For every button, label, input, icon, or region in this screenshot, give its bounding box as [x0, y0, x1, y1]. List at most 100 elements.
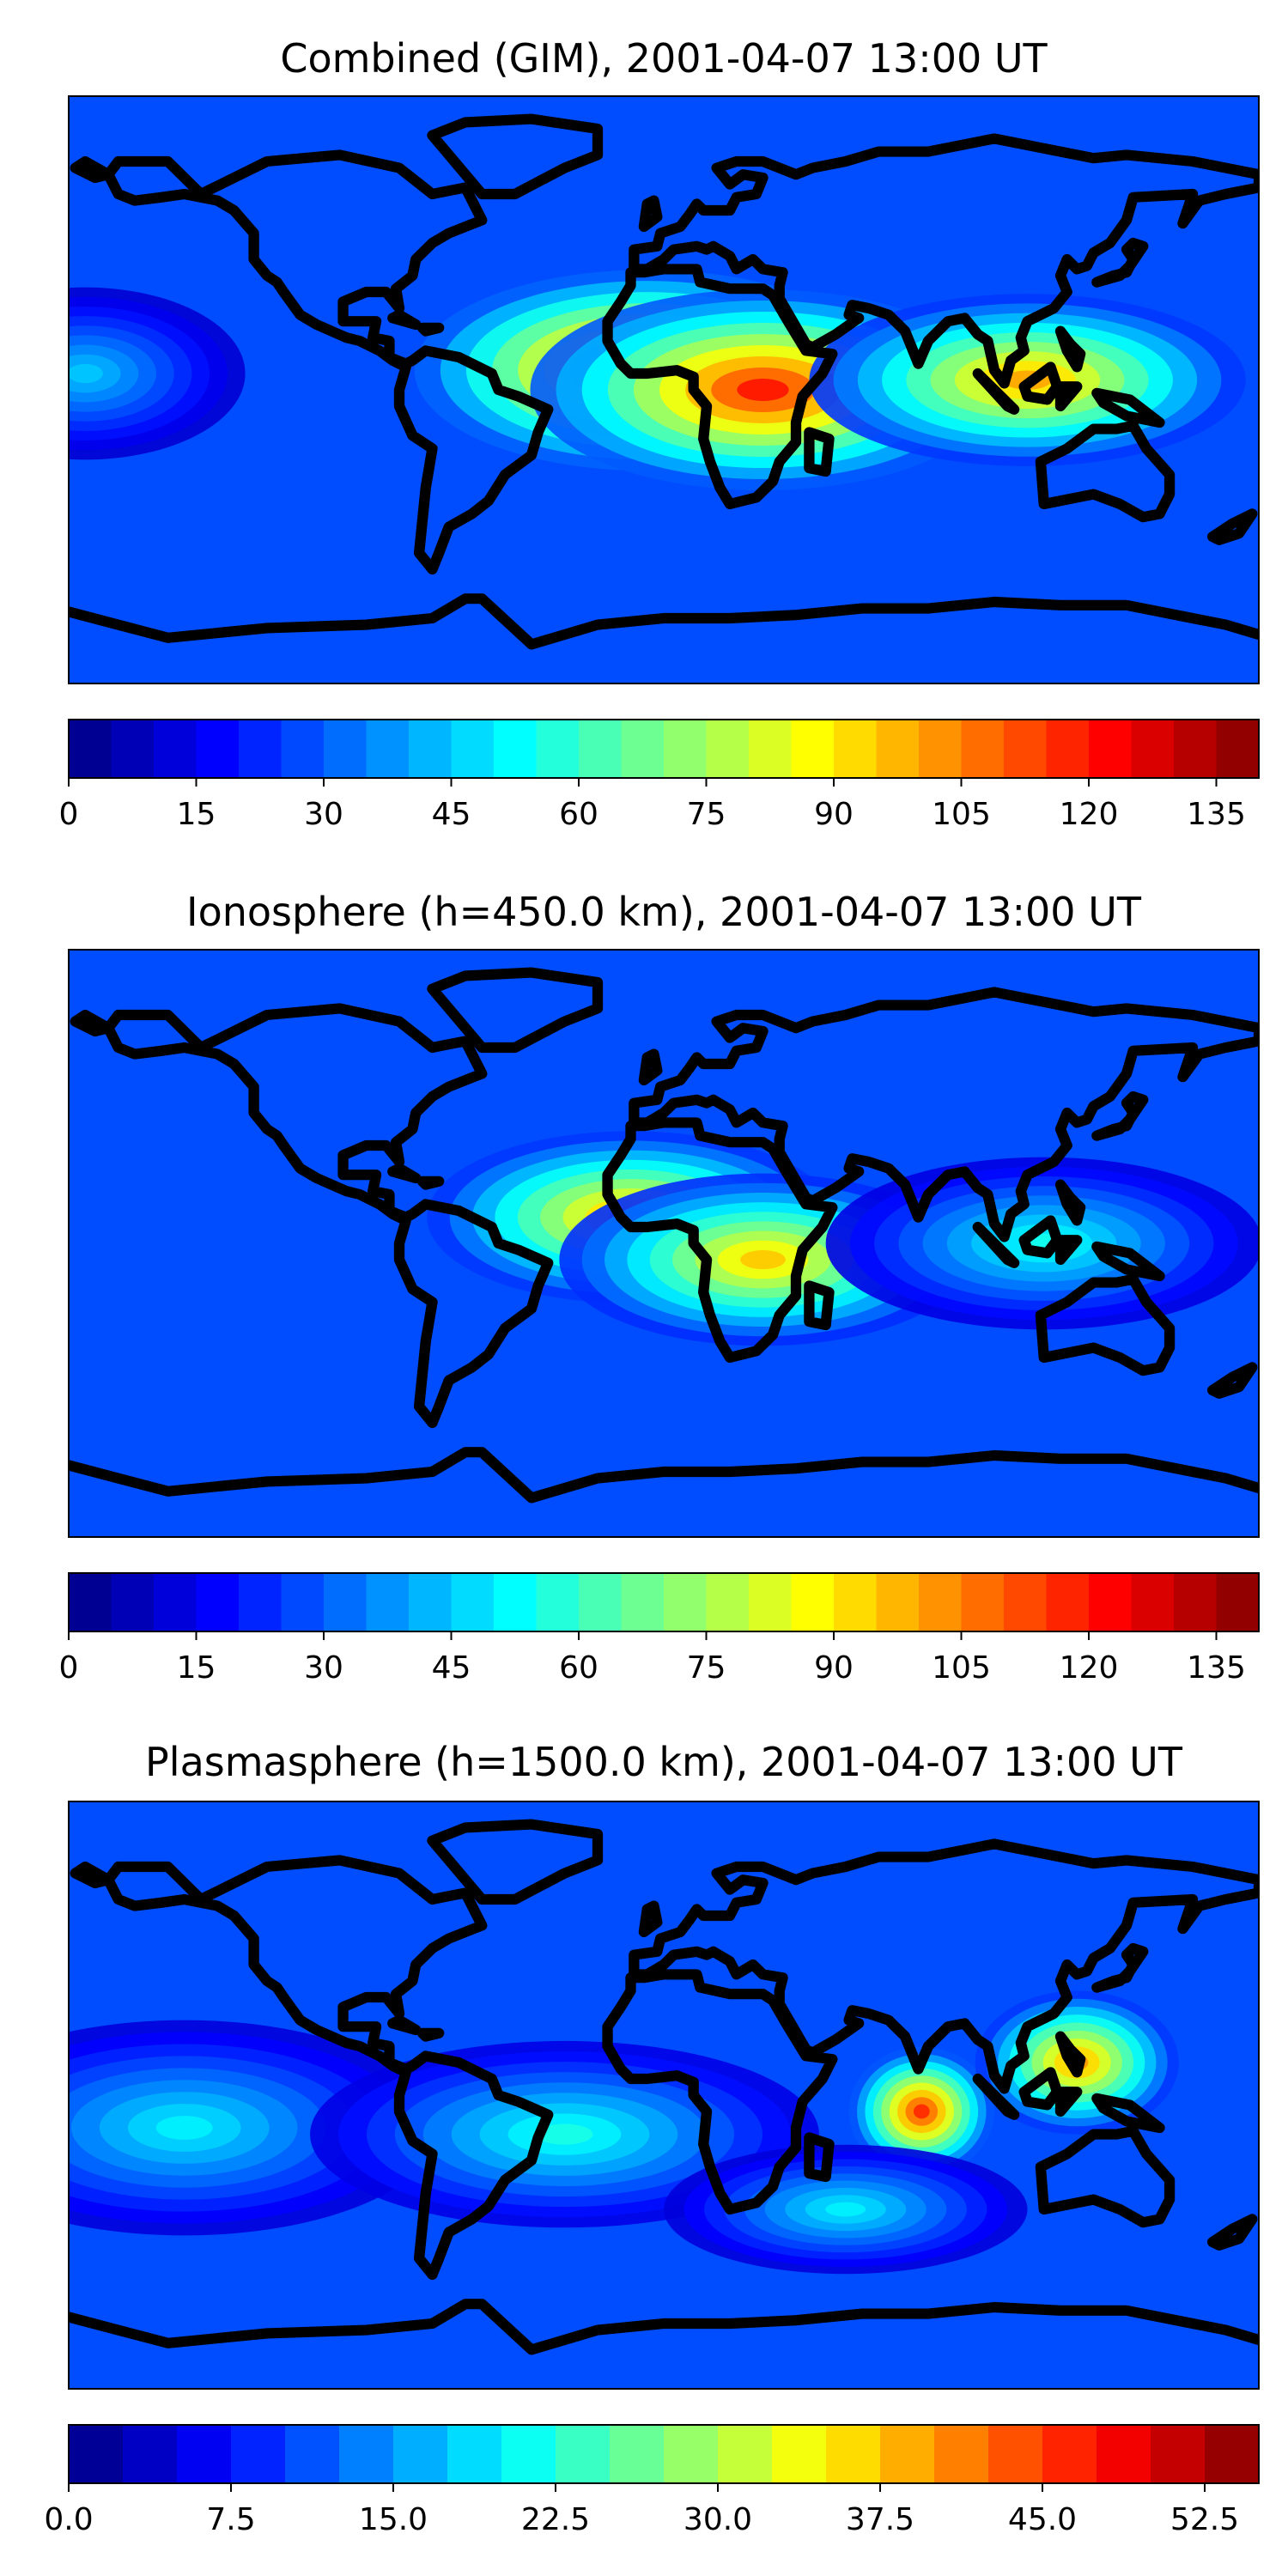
- colorbar-tick-label: 75: [687, 797, 726, 832]
- colorbar-segment: [451, 1573, 495, 1631]
- colorbar-segment: [123, 2425, 178, 2483]
- colorbar-segment: [556, 2425, 611, 2483]
- colorbar-segment: [366, 1573, 410, 1631]
- colorbar: 0 15 30 45 60 75 90 105 120 135: [59, 1572, 1260, 1686]
- colorbar-tick-label: 0: [59, 797, 79, 832]
- colorbar-segment: [536, 1573, 580, 1631]
- colorbar-segment: [494, 720, 538, 778]
- colorbar-segment: [988, 2425, 1043, 2483]
- colorbar-segment: [880, 2425, 935, 2483]
- colorbar-segment: [791, 1573, 835, 1631]
- colorbar-tick-label: 45.0: [1008, 2502, 1077, 2537]
- feature-4-level-9: [536, 2123, 593, 2145]
- colorbar-tick-label: 22.5: [521, 2502, 590, 2537]
- colorbar-segment: [281, 720, 325, 778]
- colorbar-segment: [154, 720, 197, 778]
- colorbar-tick-label: 105: [932, 1650, 991, 1686]
- colorbar-segment: [1097, 2425, 1151, 2483]
- panel-2: Ionosphere (h=450.0 km), 2001-04-07 13:0…: [59, 889, 1260, 1686]
- colorbar-frame: [68, 2424, 1260, 2484]
- panel-title: Plasmasphere (h=1500.0 km), 2001-04-07 1…: [145, 1739, 1183, 1785]
- colorbar-tick-label: 60: [559, 797, 598, 832]
- colorbar-segment: [111, 1573, 155, 1631]
- colorbar-tick-label: 15: [177, 1650, 216, 1686]
- colorbar-segment: [579, 1573, 623, 1631]
- colorbar-segment: [1089, 720, 1133, 778]
- colorbar-segment: [239, 720, 283, 778]
- colorbar-tick-label: 37.5: [846, 2502, 914, 2537]
- colorbar-tick-label: 105: [932, 797, 991, 832]
- panel-1: Combined (GIM), 2001-04-07 13:00 UT 0 15 30…: [59, 35, 1260, 832]
- colorbar-segment: [919, 720, 963, 778]
- colorbar-tick-label: 30.0: [683, 2502, 752, 2537]
- colorbar-segment: [610, 2425, 665, 2483]
- colorbar-tick-label: 15.0: [359, 2502, 428, 2537]
- colorbar-segment: [339, 2425, 394, 2483]
- colorbar-tick-label: 90: [814, 797, 854, 832]
- colorbar-segment: [1216, 720, 1260, 778]
- colorbar-segment: [111, 720, 155, 778]
- colorbar-segment: [749, 720, 793, 778]
- colorbar-tick-label: 0: [59, 1650, 79, 1686]
- feature-2-level-9: [740, 1249, 786, 1270]
- colorbar-segment: [231, 2425, 286, 2483]
- colorbar-segment: [501, 2425, 556, 2483]
- colorbar-segment: [1089, 1573, 1133, 1631]
- colorbar-tick-label: 60: [559, 1650, 598, 1686]
- panel-3: Plasmasphere (h=1500.0 km), 2001-04-07 1…: [44, 1739, 1260, 2537]
- feature-2-level-9: [737, 378, 789, 402]
- colorbar-segment: [1131, 1573, 1175, 1631]
- map-frame: [68, 949, 1260, 1538]
- colorbar-segment: [1131, 720, 1175, 778]
- colorbar-segment: [196, 720, 240, 778]
- colorbar-segment: [1042, 2425, 1097, 2483]
- colorbar-segment: [451, 720, 495, 778]
- colorbar-segment: [409, 1573, 453, 1631]
- colorbar-segment: [706, 1573, 750, 1631]
- colorbar-segment: [791, 720, 835, 778]
- colorbar-segment: [1151, 2425, 1206, 2483]
- colorbar-segment: [239, 1573, 283, 1631]
- colorbar-frame: [68, 1572, 1260, 1632]
- colorbar-segment: [536, 720, 580, 778]
- colorbar-segment: [324, 720, 368, 778]
- colorbar-frame: [68, 719, 1260, 779]
- colorbar-segment: [69, 720, 112, 778]
- colorbar-tick-label: 52.5: [1170, 2502, 1239, 2537]
- colorbar-segment: [1174, 1573, 1218, 1631]
- colorbar-segment: [69, 2425, 124, 2483]
- colorbar-tick-label: 30: [304, 797, 343, 832]
- colorbar-segment: [934, 2425, 989, 2483]
- colorbar-tick-label: 120: [1060, 1650, 1119, 1686]
- colorbar-tick-label: 45: [432, 797, 471, 832]
- feature-1-level-9: [913, 2104, 930, 2119]
- map-area: [69, 950, 1259, 1537]
- colorbar-segment: [285, 2425, 340, 2483]
- colorbar-segment: [876, 720, 920, 778]
- colorbar-segment: [324, 1573, 368, 1631]
- colorbar-segment: [366, 720, 410, 778]
- colorbar-segment: [834, 720, 878, 778]
- colorbar-tick-label: 7.5: [206, 2502, 255, 2537]
- colorbar-segment: [1174, 720, 1218, 778]
- colorbar-segment: [718, 2425, 773, 2483]
- colorbar-segment: [961, 720, 1005, 778]
- colorbar-segment: [664, 1573, 708, 1631]
- colorbar-segment: [664, 2425, 719, 2483]
- colorbar-segment: [154, 1573, 197, 1631]
- colorbar-segment: [1004, 720, 1048, 778]
- panel-title: Combined (GIM), 2001-04-07 13:00 UT: [280, 35, 1048, 82]
- panel-title: Ionosphere (h=450.0 km), 2001-04-07 13:0…: [186, 889, 1142, 935]
- colorbar-tick-label: 30: [304, 1650, 343, 1686]
- colorbar-tick-label: 135: [1187, 1650, 1246, 1686]
- colorbar-segment: [664, 720, 708, 778]
- colorbar-segment: [494, 1573, 538, 1631]
- colorbar-segment: [1046, 1573, 1090, 1631]
- colorbar-tick-label: 90: [814, 1650, 854, 1686]
- colorbar-segment: [961, 1573, 1005, 1631]
- map-area: [69, 1801, 1259, 2389]
- colorbar-segment: [706, 720, 750, 778]
- map-frame: [68, 95, 1260, 684]
- colorbar-segment: [749, 1573, 793, 1631]
